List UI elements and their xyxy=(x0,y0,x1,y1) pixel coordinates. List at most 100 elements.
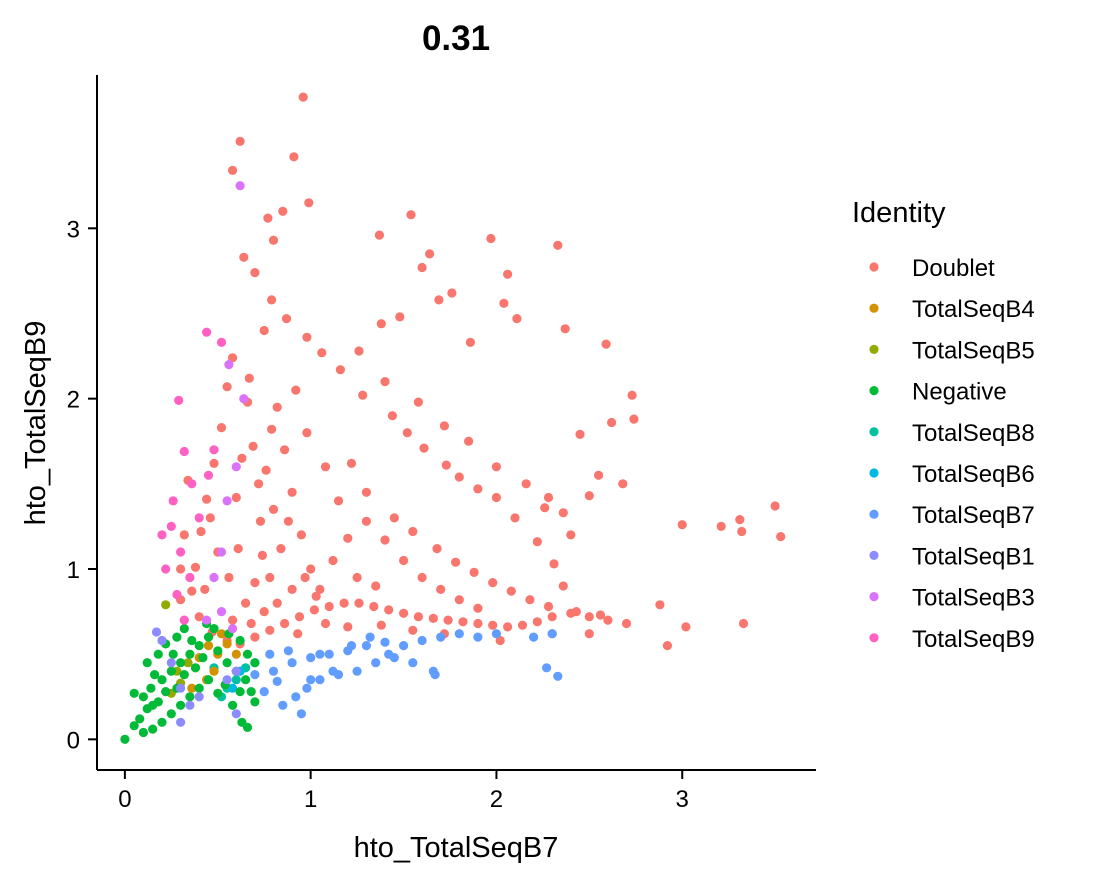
point-doublet xyxy=(560,324,570,334)
point-doublet xyxy=(413,397,423,407)
point-doublet xyxy=(439,421,449,431)
point-doublet xyxy=(380,535,390,545)
point-totalseqb7 xyxy=(324,649,334,659)
point-doublet xyxy=(408,526,418,537)
point-doublet xyxy=(354,598,364,608)
point-doublet xyxy=(261,465,271,475)
y-tick-label: 2 xyxy=(67,387,80,414)
point-doublet xyxy=(354,346,364,356)
point-doublet xyxy=(406,210,416,220)
point-doublet xyxy=(681,622,691,632)
point-doublet xyxy=(584,629,594,639)
point-doublet xyxy=(521,479,531,489)
legend-key-totalseqb3 xyxy=(869,592,879,602)
point-totalseqb7 xyxy=(278,700,288,710)
point-totalseqb1 xyxy=(222,675,232,685)
point-doublet xyxy=(216,423,227,433)
point-doublet xyxy=(454,472,464,482)
point-totalseqb7 xyxy=(473,632,483,642)
point-totalseqb4 xyxy=(216,629,227,639)
point-doublet xyxy=(346,458,357,468)
point-totalseqb3 xyxy=(224,360,234,370)
point-totalseqb9 xyxy=(157,530,167,540)
point-doublet xyxy=(324,601,334,612)
point-totalseqb3 xyxy=(235,181,245,191)
point-doublet xyxy=(315,584,325,595)
point-negative xyxy=(135,714,145,724)
point-doublet xyxy=(267,424,277,434)
point-doublet xyxy=(618,479,628,489)
point-totalseqb7 xyxy=(268,666,279,676)
point-totalseqb9 xyxy=(168,496,178,506)
point-totalseqb7 xyxy=(306,675,316,685)
point-totalseqb7 xyxy=(408,658,418,668)
legend-key-doublet xyxy=(869,262,879,272)
legend-key-totalseqb8 xyxy=(869,427,879,437)
point-totalseqb7 xyxy=(436,632,446,642)
point-totalseqb9 xyxy=(185,572,195,583)
point-negative xyxy=(157,675,167,685)
legend: Identity Doublet TotalSeqB4 TotalSeqB5 Nega… xyxy=(852,197,1035,653)
point-doublet xyxy=(454,595,464,605)
point-negative xyxy=(176,700,186,710)
point-totalseqb7 xyxy=(283,646,293,656)
legend-label-totalseqb6: TotalSeqB6 xyxy=(912,461,1035,488)
point-doublet xyxy=(584,612,594,622)
point-doublet xyxy=(209,458,219,468)
point-negative xyxy=(241,675,251,685)
point-doublet xyxy=(265,572,275,583)
point-doublet xyxy=(491,492,501,503)
point-totalseqb7 xyxy=(291,692,301,702)
point-doublet xyxy=(250,632,260,642)
point-doublet xyxy=(300,572,310,583)
point-negative xyxy=(198,653,208,663)
point-doublet xyxy=(566,530,576,540)
point-doublet xyxy=(737,526,747,537)
point-negative xyxy=(203,675,214,685)
x-ticks: 0 1 2 3 xyxy=(118,770,689,813)
legend-label-totalseqb3: TotalSeqB3 xyxy=(912,585,1035,612)
point-doublet xyxy=(384,605,394,615)
legend-label-totalseqb7: TotalSeqB7 xyxy=(912,502,1035,529)
point-doublet xyxy=(432,544,442,554)
point-doublet xyxy=(233,544,243,554)
point-doublet xyxy=(283,516,293,526)
point-doublet xyxy=(558,508,568,518)
point-doublet xyxy=(291,385,301,395)
point-doublet xyxy=(250,268,260,278)
chart-title: 0.31 xyxy=(422,19,490,58)
point-doublet xyxy=(601,339,611,349)
point-totalseqb7 xyxy=(328,666,338,676)
point-totalseqb9 xyxy=(194,513,204,523)
point-doublet xyxy=(510,513,520,523)
point-totalseqb7 xyxy=(542,663,552,673)
point-doublet xyxy=(655,600,665,610)
point-negative xyxy=(166,666,176,676)
point-totalseqb7 xyxy=(315,649,325,659)
point-doublet xyxy=(735,515,745,525)
point-doublet xyxy=(387,411,397,421)
point-doublet xyxy=(339,598,349,608)
legend-title: Identity xyxy=(852,197,946,229)
point-doublet xyxy=(488,620,498,630)
point-negative xyxy=(213,646,223,656)
point-totalseqb1 xyxy=(157,635,167,646)
point-negative xyxy=(187,635,197,646)
point-doublet xyxy=(443,615,453,625)
point-totalseqb7 xyxy=(352,666,362,676)
point-doublet xyxy=(512,314,522,324)
point-totalseqb1 xyxy=(194,692,204,702)
point-doublet xyxy=(575,429,585,439)
point-doublet xyxy=(413,612,423,622)
point-doublet xyxy=(553,240,563,250)
legend-key-totalseqb4 xyxy=(869,303,879,313)
point-negative xyxy=(222,658,232,668)
point-doublet xyxy=(190,562,201,572)
point-negative xyxy=(250,697,260,707)
point-totalseqb9 xyxy=(166,521,176,532)
point-doublet xyxy=(469,567,479,578)
point-doublet xyxy=(436,584,446,595)
point-doublet xyxy=(549,559,559,569)
point-doublet xyxy=(419,443,429,453)
point-doublet xyxy=(237,453,247,463)
